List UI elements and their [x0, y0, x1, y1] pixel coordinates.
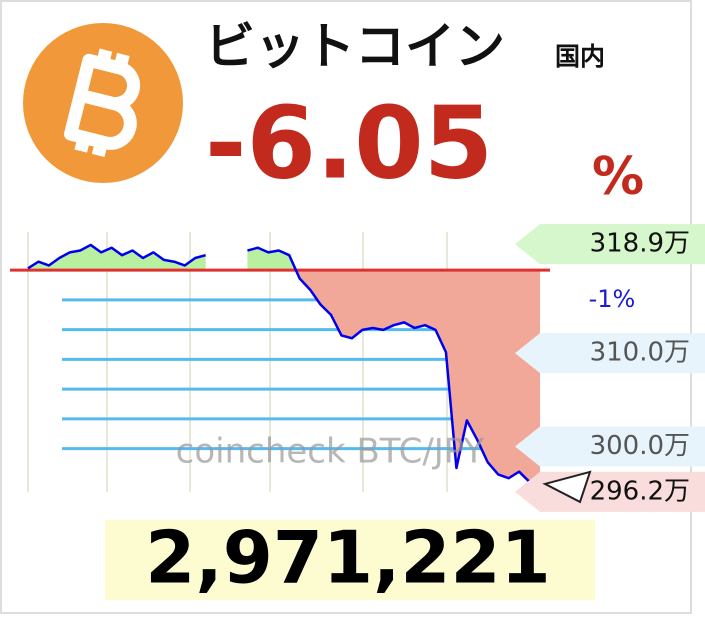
price: 2,971,221	[145, 516, 550, 600]
price-background	[105, 520, 595, 600]
y-tick-tag	[515, 224, 705, 265]
area-below	[247, 270, 540, 482]
bitcoin-logo	[23, 23, 183, 183]
area-above	[247, 247, 540, 271]
title: ビットコイン	[205, 18, 505, 76]
y-tick-tag	[515, 333, 705, 374]
change-unit: %	[592, 147, 644, 207]
y-tick-label: 296.2万	[590, 476, 690, 506]
price-line	[27, 243, 540, 484]
change: -6.05	[205, 84, 493, 201]
y2-tick-label: -1%	[589, 285, 636, 313]
watermark: coincheck BTC/JPY	[176, 432, 485, 472]
region: 国内	[555, 42, 605, 71]
y-tick-label: 318.9万	[590, 229, 690, 259]
cursor	[542, 470, 592, 504]
y-tick-label: 310.0万	[590, 338, 690, 368]
area-above	[28, 244, 206, 271]
y-tick-tag	[515, 426, 705, 467]
y-tick-label: 300.0万	[590, 431, 690, 461]
